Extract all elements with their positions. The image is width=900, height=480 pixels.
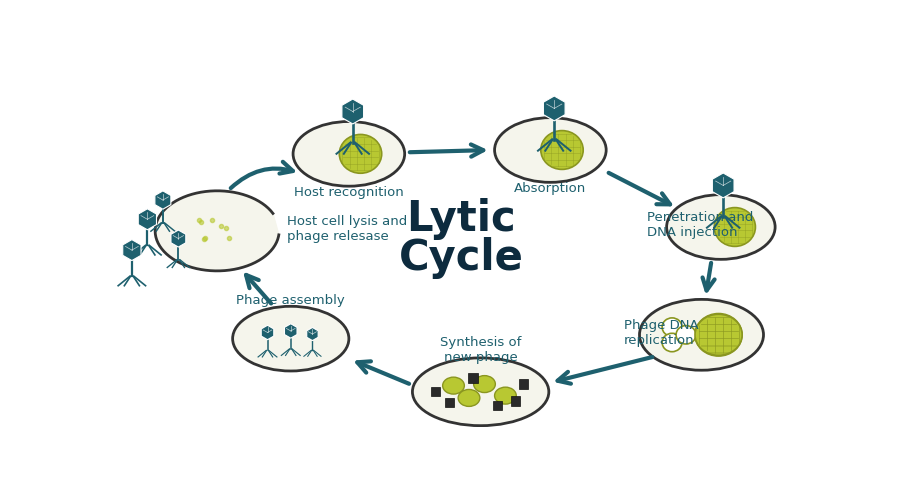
Polygon shape xyxy=(307,327,319,341)
Text: Synthesis of
new phage: Synthesis of new phage xyxy=(440,336,521,364)
Text: Phage DNA
replication: Phage DNA replication xyxy=(624,319,698,347)
Text: Phage assembly: Phage assembly xyxy=(237,294,345,307)
Polygon shape xyxy=(468,373,478,383)
Polygon shape xyxy=(511,396,520,406)
Text: Absorption: Absorption xyxy=(514,182,587,195)
Ellipse shape xyxy=(293,121,405,186)
Polygon shape xyxy=(544,96,565,121)
Ellipse shape xyxy=(473,376,495,393)
Ellipse shape xyxy=(232,306,349,371)
Ellipse shape xyxy=(676,325,696,344)
Polygon shape xyxy=(518,380,528,389)
Polygon shape xyxy=(139,209,157,230)
Ellipse shape xyxy=(662,333,682,352)
Ellipse shape xyxy=(495,118,607,182)
Ellipse shape xyxy=(667,195,775,259)
Polygon shape xyxy=(713,173,734,198)
Polygon shape xyxy=(261,325,274,340)
Ellipse shape xyxy=(339,134,382,173)
Polygon shape xyxy=(493,401,502,410)
Polygon shape xyxy=(171,230,185,247)
Polygon shape xyxy=(431,387,440,396)
Polygon shape xyxy=(445,398,455,407)
Ellipse shape xyxy=(541,131,583,169)
Polygon shape xyxy=(342,99,364,124)
Text: Host cell lysis and
phage relesase: Host cell lysis and phage relesase xyxy=(287,216,407,243)
Ellipse shape xyxy=(412,358,549,426)
Text: Host recognition: Host recognition xyxy=(294,186,404,199)
Ellipse shape xyxy=(443,377,464,394)
Ellipse shape xyxy=(715,207,755,246)
Text: Cycle: Cycle xyxy=(399,237,524,279)
Polygon shape xyxy=(155,191,279,271)
Text: Lytic: Lytic xyxy=(407,198,516,240)
Ellipse shape xyxy=(695,313,742,356)
Polygon shape xyxy=(284,324,297,338)
Ellipse shape xyxy=(458,389,480,407)
Polygon shape xyxy=(122,240,141,261)
Ellipse shape xyxy=(495,387,517,404)
Ellipse shape xyxy=(662,318,682,336)
Ellipse shape xyxy=(695,314,742,355)
Ellipse shape xyxy=(640,300,763,370)
Polygon shape xyxy=(155,191,171,209)
Text: Penetration and
DNA injection: Penetration and DNA injection xyxy=(647,212,753,240)
